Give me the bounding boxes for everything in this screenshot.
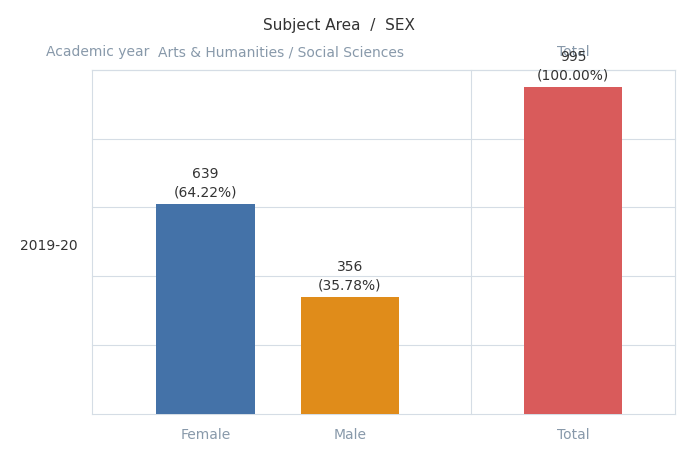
Bar — [156, 204, 254, 414]
Text: Subject Area  /  SEX: Subject Area / SEX — [263, 18, 415, 32]
Text: Arts & Humanities / Social Sciences: Arts & Humanities / Social Sciences — [159, 46, 404, 59]
Text: Total: Total — [557, 428, 589, 441]
Bar — [523, 88, 622, 414]
Text: 356
(35.78%): 356 (35.78%) — [318, 259, 382, 292]
Bar — [300, 297, 399, 414]
Text: 2019-20: 2019-20 — [20, 239, 78, 253]
Text: Male: Male — [333, 428, 366, 441]
Text: Total: Total — [557, 46, 589, 59]
Text: 639
(64.22%): 639 (64.22%) — [174, 167, 237, 199]
Text: Female: Female — [180, 428, 231, 441]
Text: 995
(100.00%): 995 (100.00%) — [537, 50, 609, 82]
Text: Academic year: Academic year — [46, 46, 149, 59]
